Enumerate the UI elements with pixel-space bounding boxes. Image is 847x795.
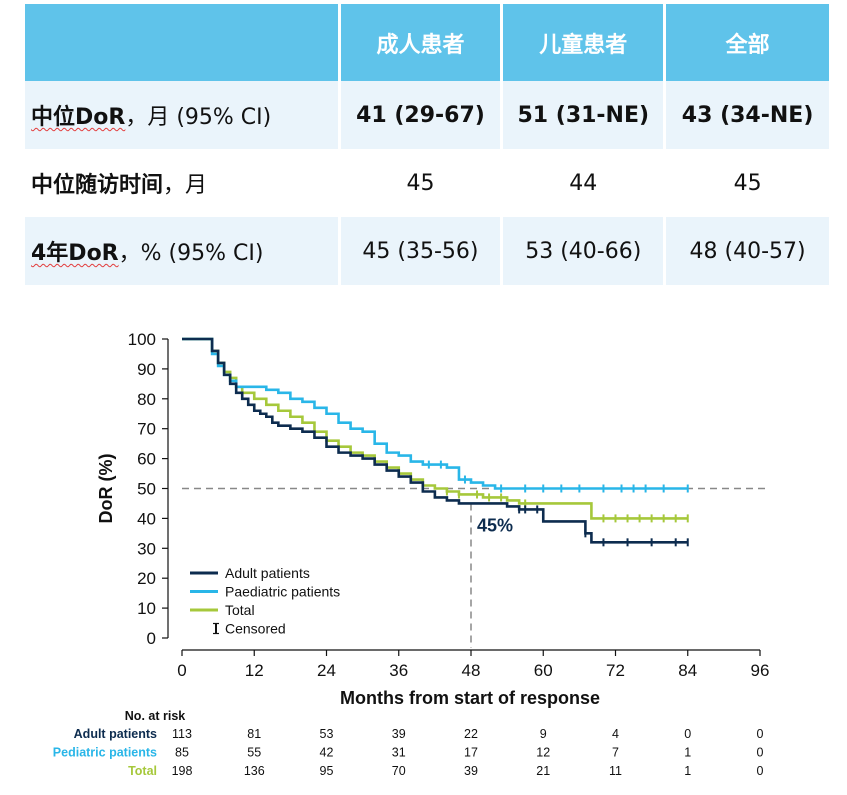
series-line-paediatric-patients (182, 337, 688, 490)
at-risk-value: 12 (536, 746, 550, 760)
at-risk-title: No. at risk (125, 709, 185, 723)
legend: Adult patients Paediatric patients Total Ce… (190, 565, 340, 637)
cell-total: 48 (40-57) (663, 217, 829, 285)
cell-adult: 45 (337, 149, 501, 217)
at-risk-value: 55 (247, 746, 261, 760)
header-total: 全部 (663, 4, 829, 81)
at-risk-value: 53 (320, 727, 334, 741)
y-tick-label: 20 (137, 569, 156, 588)
at-risk-value: 4 (612, 727, 619, 741)
at-risk-value: 31 (392, 746, 406, 760)
dor-summary-table: 成人患者 儿童患者 全部 中位DoR，月 (95% CI) 41 (29-67)… (25, 4, 829, 285)
table-header-row: 成人患者 儿童患者 全部 (25, 4, 829, 81)
cell-pediatric: 53 (40-66) (500, 217, 664, 285)
at-risk-value: 0 (684, 727, 691, 741)
y-tick-label: 30 (137, 539, 156, 558)
y-tick-label: 10 (137, 599, 156, 618)
x-tick-label: 96 (751, 661, 770, 680)
at-risk-value: 136 (244, 764, 265, 778)
row-label: 中位随访时间，月 (31, 173, 208, 198)
annotation-45pct: 45% (477, 515, 513, 535)
series-lines: 45% (182, 337, 689, 547)
at-risk-value: 85 (175, 746, 189, 760)
x-tick-label: 12 (245, 661, 264, 680)
at-risk-value: 70 (392, 764, 406, 778)
at-risk-value: 17 (464, 746, 478, 760)
y-axis-title: DoR (%) (96, 454, 116, 524)
at-risk-value: 1 (684, 746, 691, 760)
x-tick-label: 0 (177, 661, 186, 680)
legend-label: Adult patients (225, 565, 310, 581)
at-risk-value: 81 (247, 727, 261, 741)
at-risk-row-label: Total (128, 764, 157, 778)
x-tick-label: 36 (389, 661, 408, 680)
at-risk-value: 95 (320, 764, 334, 778)
at-risk-row-label: Pediatric patients (53, 746, 157, 760)
cell-total: 43 (34-NE) (663, 81, 829, 149)
series-line-adult-patients (182, 337, 688, 544)
y-tick-label: 50 (137, 480, 156, 499)
axes: 0 10 20 30 40 50 60 70 80 90 100 0 12 24 36 48 60 72 84 96 M… (96, 330, 769, 708)
table-row-median-followup: 中位随访时间，月 45 44 45 (25, 149, 829, 217)
at-risk-value: 198 (172, 764, 193, 778)
x-axis-title: Months from start of response (340, 688, 600, 708)
header-blank (25, 4, 338, 81)
at-risk-value: 7 (612, 746, 619, 760)
legend-label: Paediatric patients (225, 584, 340, 600)
at-risk-value: 21 (536, 764, 550, 778)
legend-label: Total (225, 602, 255, 618)
y-tick-label: 70 (137, 420, 156, 439)
cell-pediatric: 51 (31-NE) (500, 81, 664, 149)
cell-adult: 45 (35-56) (337, 217, 501, 285)
cell-pediatric: 44 (500, 149, 663, 217)
header-pediatric: 儿童患者 (500, 4, 664, 81)
at-risk-value: 9 (540, 727, 547, 741)
at-risk-value: 39 (392, 727, 406, 741)
x-tick-label: 24 (317, 661, 336, 680)
legend-label-censored: Censored (225, 621, 286, 637)
at-risk-value: 39 (464, 764, 478, 778)
at-risk-value: 22 (464, 727, 478, 741)
at-risk-value: 42 (320, 746, 334, 760)
cell-adult: 41 (29-67) (337, 81, 501, 149)
row-label: 中位DoR，月 (95% CI) (25, 81, 338, 149)
row-label: 4年DoR，% (95% CI) (25, 217, 338, 285)
at-risk-value: 11 (609, 764, 622, 778)
at-risk-table: No. at risk Adult patients 113 81 53 39 22 9 4 0 0… (53, 709, 764, 778)
y-tick-label: 100 (128, 330, 156, 349)
y-tick-label: 80 (137, 390, 156, 409)
table-row-4yr-dor: 4年DoR，% (95% CI) 45 (35-56) 53 (40-66) 4… (25, 217, 829, 285)
x-tick-label: 72 (606, 661, 625, 680)
at-risk-value: 0 (757, 746, 764, 760)
at-risk-value: 0 (757, 727, 764, 741)
y-tick-label: 60 (137, 450, 156, 469)
cell-total: 45 (663, 149, 829, 217)
table-row-median-dor: 中位DoR，月 (95% CI) 41 (29-67) 51 (31-NE) 4… (25, 81, 829, 149)
reference-lines (182, 487, 770, 648)
x-tick-label: 60 (534, 661, 553, 680)
y-tick-label: 90 (137, 360, 156, 379)
x-tick-label: 48 (462, 661, 481, 680)
at-risk-value: 113 (172, 727, 192, 741)
at-risk-value: 0 (757, 764, 764, 778)
x-tick-label: 84 (678, 661, 697, 680)
y-tick-label: 0 (147, 629, 156, 648)
y-tick-label: 40 (137, 509, 156, 528)
at-risk-value: 1 (684, 764, 691, 778)
at-risk-row-label: Adult patients (74, 727, 157, 741)
header-adult: 成人患者 (337, 4, 501, 81)
